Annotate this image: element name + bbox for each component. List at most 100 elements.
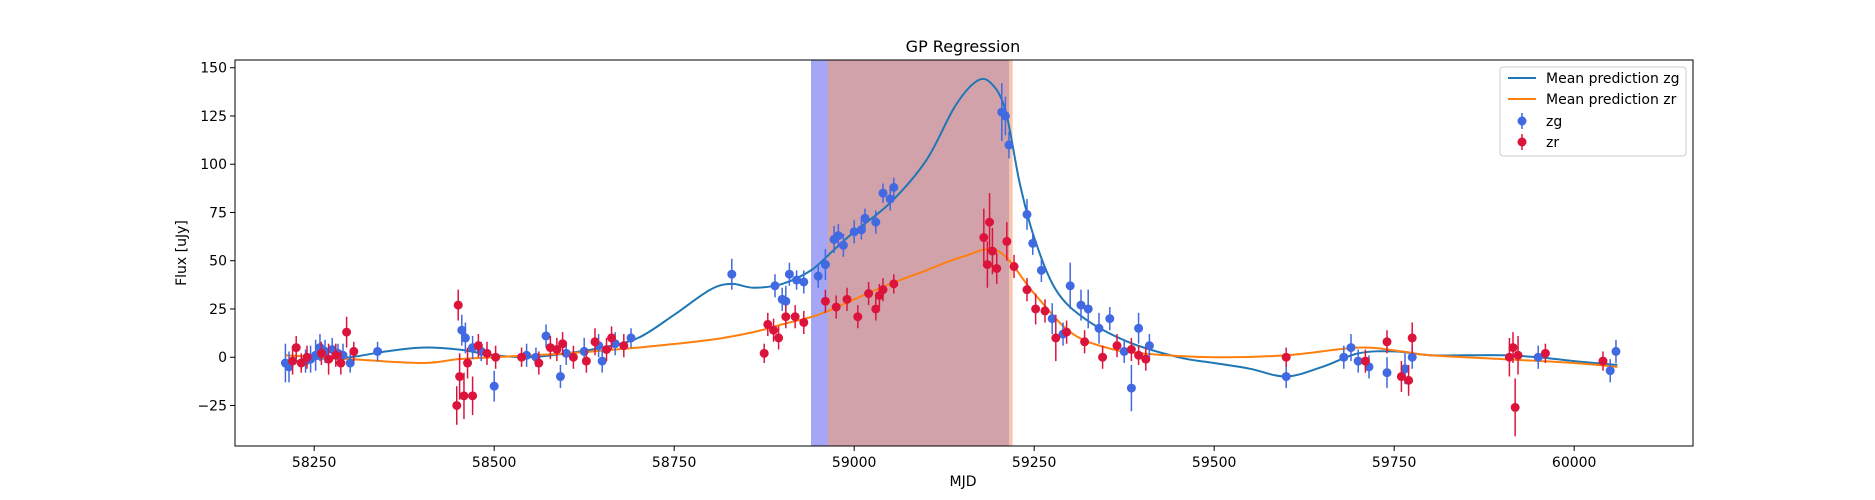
data-point-zg bbox=[541, 331, 551, 341]
data-point-zr bbox=[1009, 262, 1019, 272]
y-tick-label: 125 bbox=[200, 109, 227, 125]
data-point-zg bbox=[597, 356, 607, 366]
data-point-zr bbox=[602, 345, 612, 354]
data-point-zr bbox=[1407, 333, 1417, 343]
legend-label-zg-points: zg bbox=[1546, 114, 1562, 130]
data-point-zr bbox=[790, 312, 800, 322]
data-point-zr bbox=[517, 352, 527, 362]
data-point-zr bbox=[864, 289, 874, 299]
plot-frame bbox=[234, 59, 1694, 447]
data-point-zg bbox=[373, 346, 383, 356]
data-point-zg bbox=[781, 296, 791, 306]
data-point-zr bbox=[331, 350, 341, 360]
data-point-zr bbox=[831, 302, 841, 312]
data-point-zg bbox=[1382, 368, 1392, 378]
data-point-zr bbox=[302, 352, 312, 362]
data-point-zg bbox=[579, 346, 589, 356]
data-point-zr bbox=[534, 358, 544, 368]
y-tick-label: 0 bbox=[218, 350, 227, 366]
x-axis-ticks: 58250 58500 58750 59000 59250 59500 59750 60000 bbox=[292, 446, 1597, 471]
data-point-zg bbox=[820, 260, 830, 270]
data-point-zg bbox=[1022, 209, 1032, 219]
highlight-span-1 bbox=[827, 60, 1013, 446]
legend-label-zr-points: zr bbox=[1546, 135, 1559, 151]
x-tick-label: 59250 bbox=[1012, 455, 1057, 471]
data-point-zr bbox=[291, 343, 301, 353]
data-point-zg bbox=[1400, 364, 1410, 374]
data-point-zr bbox=[1540, 348, 1550, 358]
data-point-zg bbox=[727, 269, 737, 279]
data-point-zr bbox=[316, 348, 326, 358]
data-point-zr bbox=[781, 312, 791, 322]
x-tick-label: 60000 bbox=[1552, 455, 1597, 471]
x-axis-label: MJD bbox=[950, 474, 977, 490]
data-point-zr bbox=[1508, 343, 1518, 353]
data-point-zg bbox=[1065, 281, 1075, 291]
data-point-zr bbox=[349, 346, 359, 356]
data-point-zr bbox=[1002, 236, 1012, 246]
data-point-zg bbox=[561, 348, 571, 358]
data-point-zg bbox=[1047, 314, 1057, 324]
data-point-zg bbox=[838, 240, 848, 250]
data-point-zg bbox=[1611, 346, 1621, 356]
y-tick-label: 150 bbox=[200, 61, 227, 77]
data-point-zr bbox=[820, 296, 830, 306]
data-point-zr bbox=[1062, 327, 1072, 337]
data-point-zg bbox=[833, 231, 843, 241]
data-point-zr bbox=[985, 217, 995, 227]
x-tick-label: 58750 bbox=[652, 455, 697, 471]
data-point-zr bbox=[1510, 402, 1520, 412]
legend-label-zg-line: Mean prediction zg bbox=[1546, 71, 1680, 87]
data-point-zr bbox=[581, 356, 591, 366]
x-tick-label: 58250 bbox=[292, 455, 337, 471]
data-point-zr bbox=[774, 333, 784, 343]
data-point-zr bbox=[558, 339, 568, 349]
data-point-zg bbox=[1605, 366, 1615, 376]
x-tick-label: 59000 bbox=[832, 455, 877, 471]
data-point-zg bbox=[856, 225, 866, 235]
data-point-zg bbox=[1134, 323, 1144, 333]
data-point-zr bbox=[1040, 306, 1050, 316]
data-point-zr bbox=[473, 341, 483, 351]
data-point-zg bbox=[1144, 341, 1154, 351]
data-point-zg bbox=[1126, 383, 1136, 393]
data-point-zr bbox=[1396, 372, 1406, 382]
data-point-zg bbox=[1036, 265, 1046, 275]
data-point-zr bbox=[979, 233, 989, 243]
legend-marker-zr bbox=[1517, 137, 1527, 147]
data-point-zr bbox=[1504, 352, 1514, 362]
data-point-zr bbox=[336, 358, 346, 368]
data-point-zr bbox=[568, 352, 578, 362]
data-point-zg bbox=[1000, 111, 1010, 121]
data-point-zr bbox=[1141, 354, 1151, 364]
observation-points bbox=[280, 83, 1621, 437]
y-tick-label: 50 bbox=[209, 254, 227, 270]
data-point-zr bbox=[468, 391, 478, 401]
y-tick-label: 25 bbox=[209, 302, 227, 318]
data-point-zr bbox=[463, 358, 473, 368]
data-point-zg bbox=[555, 372, 565, 382]
data-point-zr bbox=[992, 263, 1002, 273]
data-point-zg bbox=[1094, 323, 1104, 333]
data-point-zg bbox=[1339, 352, 1349, 362]
data-point-zr bbox=[1080, 337, 1090, 347]
data-point-zr bbox=[296, 358, 306, 368]
data-point-zr bbox=[455, 372, 465, 382]
data-point-zg bbox=[489, 381, 499, 391]
x-tick-label: 58500 bbox=[472, 455, 517, 471]
data-point-zr bbox=[1031, 304, 1041, 314]
data-point-zg bbox=[799, 277, 809, 287]
data-point-zr bbox=[853, 312, 863, 322]
legend: Mean prediction zg Mean prediction zr zg… bbox=[1499, 66, 1687, 157]
data-point-zr bbox=[342, 327, 352, 337]
highlight-spans bbox=[811, 60, 1013, 446]
legend-marker-zg bbox=[1517, 116, 1527, 126]
data-point-zr bbox=[288, 356, 298, 366]
data-point-zr bbox=[1051, 333, 1061, 343]
x-tick-label: 59500 bbox=[1192, 455, 1237, 471]
data-point-zr bbox=[1112, 341, 1122, 351]
data-point-zr bbox=[1382, 337, 1392, 347]
data-point-zr bbox=[1360, 356, 1370, 366]
series-points-zr bbox=[288, 193, 1608, 437]
